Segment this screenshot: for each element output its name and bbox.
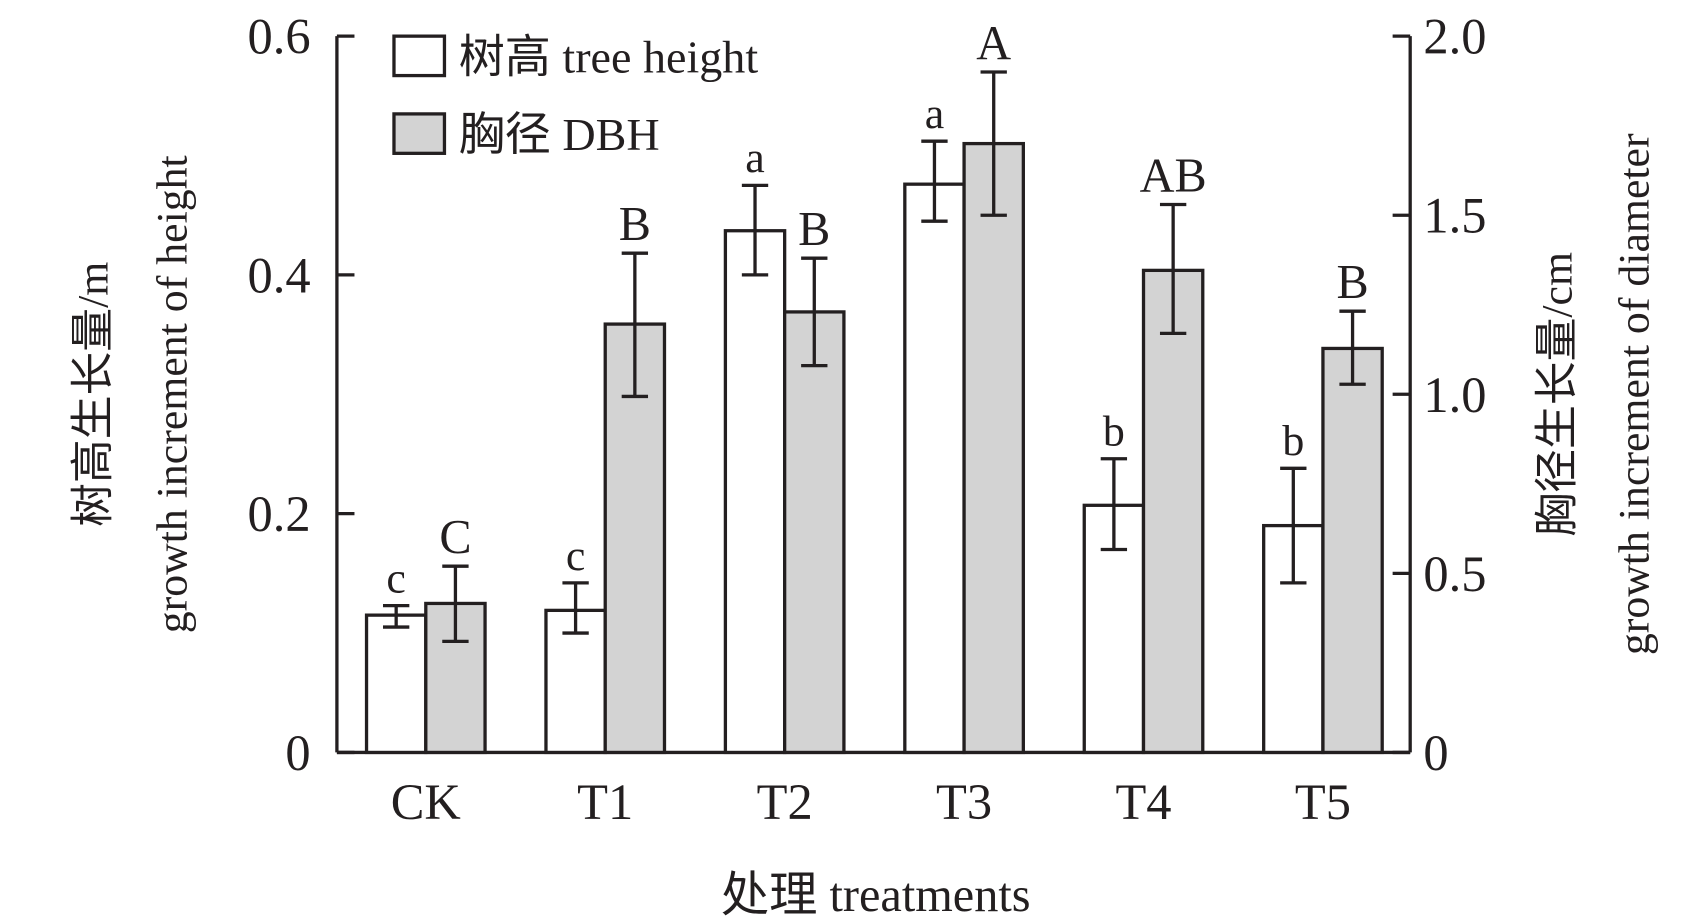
significance-letter: a xyxy=(745,134,764,182)
bar-tree-height xyxy=(723,229,787,755)
significance-letter: a xyxy=(925,90,944,138)
bar-dbh xyxy=(962,141,1025,755)
y-tick-label-right: 2.0 xyxy=(1423,9,1486,65)
y-tick-label-left: 0 xyxy=(285,725,310,781)
significance-letter: A xyxy=(976,17,1011,70)
bar-dbh xyxy=(783,310,846,755)
y-axis-right-label-en: growth increment of diameter xyxy=(1610,133,1658,655)
y-tick-label-left: 0.2 xyxy=(247,486,310,542)
significance-letter: AB xyxy=(1140,149,1207,202)
significance-letter: C xyxy=(439,511,471,564)
y-tick-label-left: 0.6 xyxy=(247,9,310,65)
legend: 树高 tree height 胸径 DBH xyxy=(392,31,759,160)
axes: 0 0.2 0.4 0.6 0 0.5 1.0 1.5 2.0 CK T1 T2 T3 T4 T5 xyxy=(247,9,1486,831)
y-axis-right-label-cn: 胸径生长量/cm xyxy=(1533,252,1581,537)
x-tick-label: T4 xyxy=(1115,774,1171,830)
y-axis-left-label-cn: 树高生长量/m xyxy=(70,262,118,527)
x-tick-label: CK xyxy=(391,774,461,830)
x-tick-label: T5 xyxy=(1295,774,1351,830)
legend-swatch-height xyxy=(392,34,447,78)
legend-swatch-dbh xyxy=(392,112,447,155)
legend-label-height: 树高 tree height xyxy=(459,31,759,82)
y-tick-label-right: 1.5 xyxy=(1423,188,1486,244)
x-tick-label: T1 xyxy=(577,774,633,830)
y-axis-left-label-en: growth increment of height xyxy=(149,155,197,633)
significance-letter: b xyxy=(1282,417,1304,465)
y-tick-label-right: 1.0 xyxy=(1423,367,1486,423)
significance-letter: b xyxy=(1103,408,1125,456)
bar-tree-height xyxy=(903,182,966,755)
bar-tree-height xyxy=(364,613,428,755)
y-tick-label-left: 0.4 xyxy=(247,247,310,303)
significance-letter: B xyxy=(619,198,651,251)
significance-letter: c xyxy=(566,532,585,580)
x-tick-label: T3 xyxy=(936,774,992,830)
significance-letter: B xyxy=(798,203,830,256)
bar-dbh xyxy=(1321,346,1384,755)
bar-dbh xyxy=(1141,268,1205,755)
legend-label-dbh: 胸径 DBH xyxy=(459,109,660,160)
x-tick-label: T2 xyxy=(757,774,813,830)
significance-letter: B xyxy=(1336,256,1368,309)
y-tick-label-right: 0.5 xyxy=(1423,546,1486,602)
y-tick-label-right: 0 xyxy=(1423,725,1448,781)
significance-letter: c xyxy=(386,554,405,602)
x-axis-label: 处理 treatments xyxy=(721,869,1031,920)
